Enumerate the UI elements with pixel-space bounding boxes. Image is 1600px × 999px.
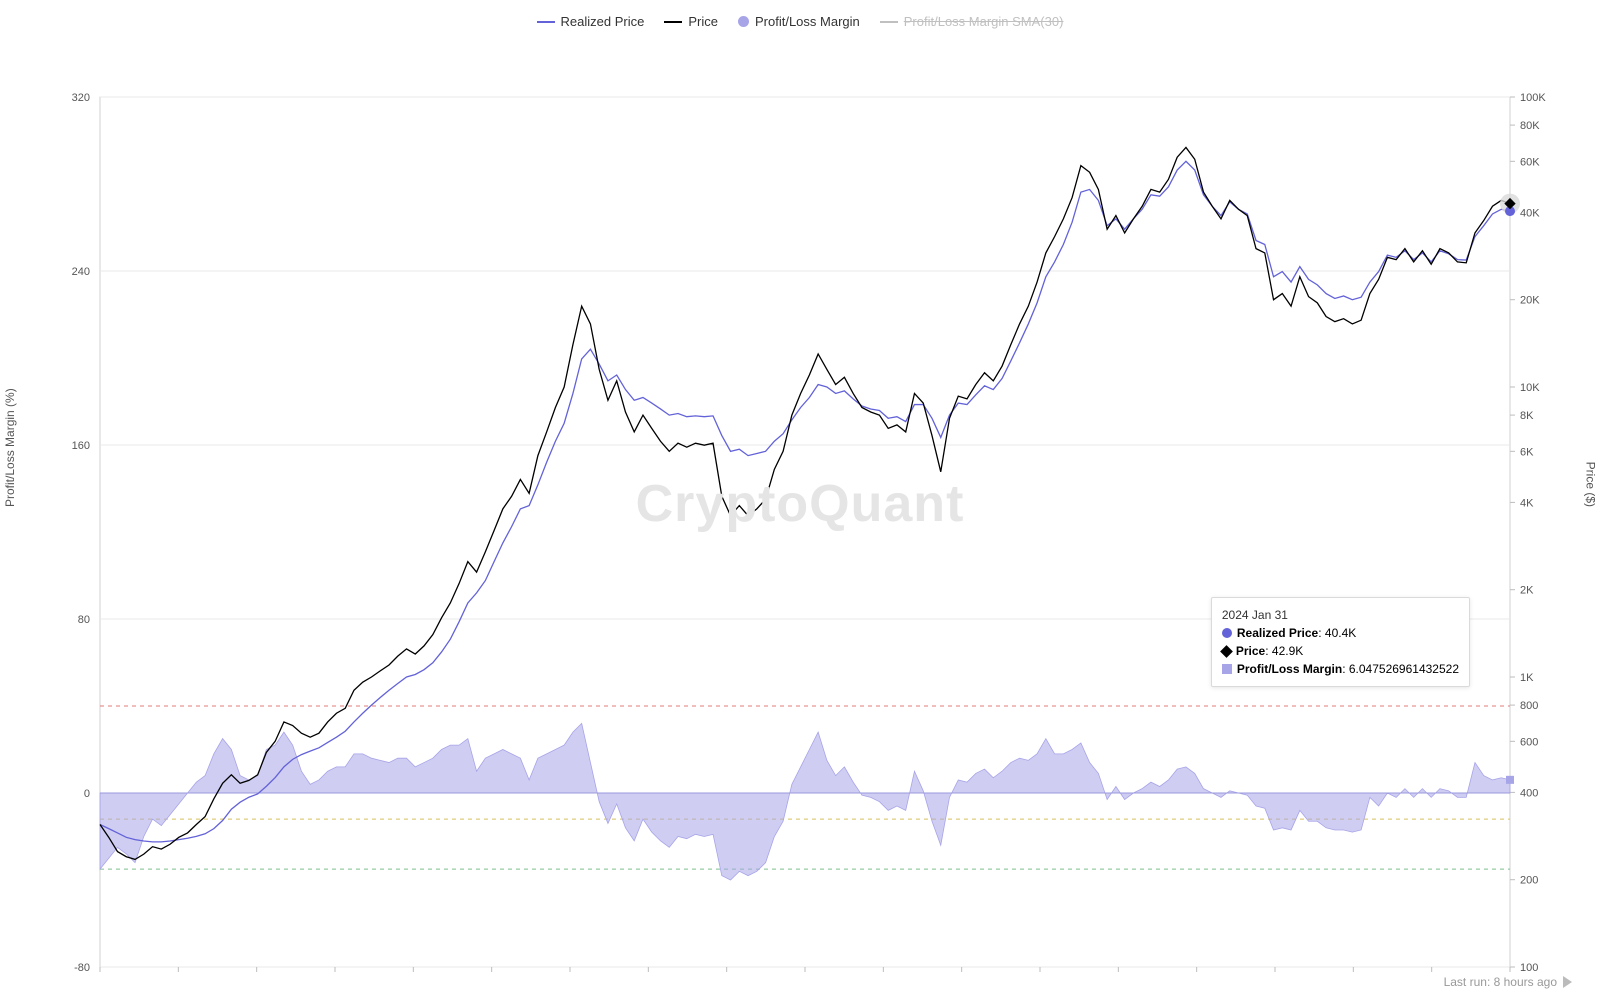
tooltip-label: Profit/Loss Margin: 6.047526961432522 [1237, 660, 1459, 678]
svg-text:2017 Jan: 2017 Jan [391, 976, 436, 977]
svg-text:2019 Jan: 2019 Jan [704, 976, 749, 977]
price-swatch-icon [1220, 645, 1233, 658]
svg-text:1K: 1K [1520, 672, 1534, 684]
realized-price-swatch-icon [1222, 628, 1232, 638]
svg-text:2021 Jul: 2021 Jul [1098, 976, 1140, 977]
svg-text:80: 80 [78, 614, 90, 626]
chart-legend: Realized Price Price Profit/Loss Margin … [0, 0, 1600, 37]
play-icon[interactable] [1563, 976, 1572, 988]
svg-text:2018 Jan: 2018 Jan [547, 976, 592, 977]
svg-text:2015 Jan: 2015 Jan [77, 976, 122, 977]
right-axis-label: Price ($) [1583, 462, 1597, 507]
legend-label: Profit/Loss Margin [755, 14, 860, 29]
chart-svg: -80 0 80 160 240 320 100 200 400 600 800 1K 2K 4K 6K 8K… [0, 37, 1600, 977]
svg-text:2016 Jan: 2016 Jan [234, 976, 279, 977]
legend-item-pl-sma30[interactable]: Profit/Loss Margin SMA(30) [880, 14, 1064, 29]
legend-swatch-line [537, 21, 555, 23]
svg-text:240: 240 [72, 266, 90, 278]
svg-text:6K: 6K [1520, 446, 1534, 458]
svg-text:100: 100 [1520, 962, 1538, 974]
svg-text:200: 200 [1520, 875, 1538, 887]
tooltip-row: Profit/Loss Margin: 6.047526961432522 [1222, 660, 1459, 678]
svg-text:4K: 4K [1520, 497, 1534, 509]
svg-text:2020 Jul: 2020 Jul [941, 976, 983, 977]
svg-text:2022 Jan: 2022 Jan [1174, 976, 1219, 977]
tooltip-label: Realized Price: 40.4K [1237, 624, 1356, 642]
chart-plot-area[interactable]: CryptoQuant -800801602403201002004006008… [0, 37, 1600, 977]
svg-text:-80: -80 [74, 962, 90, 974]
svg-text:2018 Jul: 2018 Jul [628, 976, 670, 977]
svg-text:320: 320 [72, 92, 90, 104]
last-run-status: Last run: 8 hours ago [1444, 975, 1572, 989]
legend-item-realized-price[interactable]: Realized Price [537, 14, 645, 29]
svg-text:0: 0 [84, 788, 90, 800]
tooltip-label: Price: 42.9K [1236, 642, 1303, 660]
last-run-text: Last run: 8 hours ago [1444, 975, 1557, 989]
legend-label: Realized Price [561, 14, 645, 29]
legend-item-pl-margin[interactable]: Profit/Loss Margin [738, 14, 860, 29]
svg-text:2015 Jul: 2015 Jul [158, 976, 200, 977]
svg-text:600: 600 [1520, 736, 1538, 748]
svg-text:80K: 80K [1520, 120, 1540, 132]
svg-text:2016 Jul: 2016 Jul [314, 976, 356, 977]
svg-text:2022 Jul: 2022 Jul [1254, 976, 1296, 977]
legend-swatch-line [880, 21, 898, 23]
svg-text:400: 400 [1520, 787, 1538, 799]
tooltip-date: 2024 Jan 31 [1222, 606, 1459, 624]
tooltip-row: Realized Price: 40.4K [1222, 624, 1459, 642]
svg-text:2017 Jul: 2017 Jul [471, 976, 513, 977]
legend-swatch-line [664, 21, 682, 23]
legend-item-price[interactable]: Price [664, 14, 718, 29]
svg-text:2019 Jul: 2019 Jul [784, 976, 826, 977]
legend-swatch-circle [738, 16, 749, 27]
svg-text:800: 800 [1520, 700, 1538, 712]
svg-text:20K: 20K [1520, 295, 1540, 307]
legend-label: Price [688, 14, 718, 29]
legend-label: Profit/Loss Margin SMA(30) [904, 14, 1064, 29]
svg-text:2021 Jan: 2021 Jan [1017, 976, 1062, 977]
hover-tooltip: 2024 Jan 31 Realized Price: 40.4K Price:… [1211, 597, 1470, 687]
svg-text:100K: 100K [1520, 92, 1546, 104]
svg-text:2023 Jan: 2023 Jan [1331, 976, 1376, 977]
left-axis-label: Profit/Loss Margin (%) [3, 388, 17, 507]
svg-text:40K: 40K [1520, 207, 1540, 219]
svg-text:60K: 60K [1520, 156, 1540, 168]
svg-text:160: 160 [72, 440, 90, 452]
svg-text:2K: 2K [1520, 585, 1534, 597]
tooltip-row: Price: 42.9K [1222, 642, 1459, 660]
svg-text:2020 Jan: 2020 Jan [861, 976, 906, 977]
pl-margin-swatch-icon [1222, 664, 1232, 674]
svg-text:10K: 10K [1520, 382, 1540, 394]
svg-text:8K: 8K [1520, 410, 1534, 422]
